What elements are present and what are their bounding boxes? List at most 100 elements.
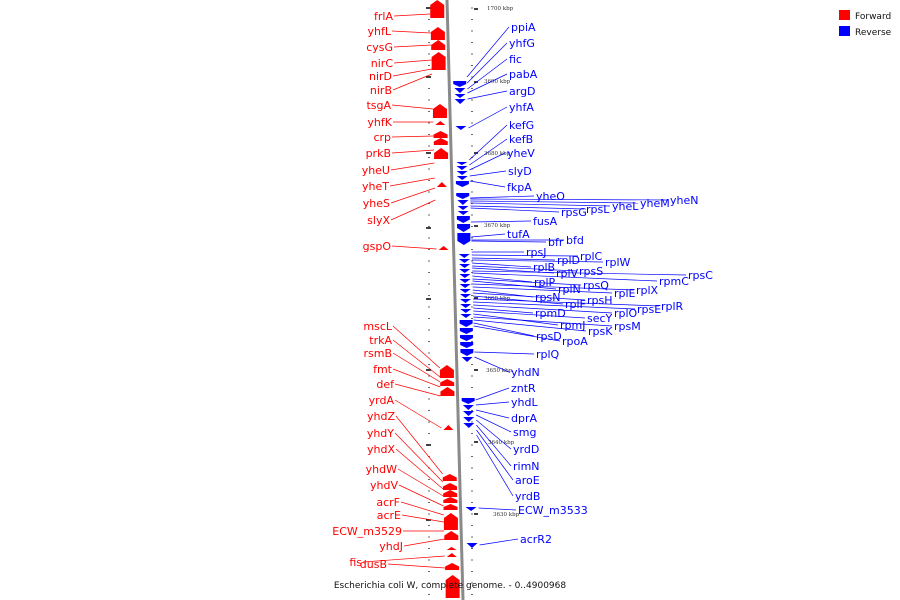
gene-label-rplc[interactable]: rplC [580, 250, 603, 263]
gene-label-prkb[interactable]: prkB [366, 147, 391, 160]
forward-gene-arrow[interactable] [442, 474, 457, 481]
gene-label-yhfa[interactable]: yhfA [509, 101, 534, 114]
gene-label-rple[interactable]: rplE [614, 287, 636, 300]
forward-gene-arrow[interactable] [438, 246, 449, 250]
forward-gene-arrow[interactable] [443, 490, 458, 497]
gene-label-rpmc[interactable]: rpmC [659, 275, 689, 288]
gene-label-rpsl[interactable]: rpsL [586, 203, 610, 216]
forward-gene-arrow[interactable] [431, 40, 446, 50]
gene-label-yhet[interactable]: yheT [362, 180, 389, 193]
gene-label-rpse[interactable]: rpsE [637, 303, 661, 316]
gene-label-yhfg[interactable]: yhfG [509, 37, 535, 50]
reverse-gene-arrow[interactable] [460, 342, 474, 348]
gene-label-rpsj[interactable]: rpsJ [526, 246, 546, 259]
forward-gene-arrow[interactable] [445, 575, 460, 598]
gene-label-yhdz[interactable]: yhdZ [367, 410, 395, 423]
reverse-gene-arrow[interactable] [461, 357, 473, 362]
gene-label-dusb[interactable]: dusB [360, 558, 387, 571]
gene-label-yhev[interactable]: yheV [507, 147, 535, 160]
gene-label-yhdw[interactable]: yhdW [366, 463, 397, 476]
reverse-gene-arrow[interactable] [460, 299, 472, 303]
reverse-gene-arrow[interactable] [460, 314, 472, 318]
reverse-gene-arrow[interactable] [458, 259, 470, 263]
reverse-gene-arrow[interactable] [459, 328, 473, 334]
gene-label-rpld[interactable]: rplD [557, 254, 580, 267]
gene-label-rplw[interactable]: rplW [605, 256, 631, 269]
gene-label-rplr[interactable]: rplR [661, 300, 684, 313]
gene-label-yhfk[interactable]: yhfK [367, 116, 392, 129]
reverse-gene-arrow[interactable] [458, 254, 470, 258]
gene-label-yrdd[interactable]: yrdD [513, 443, 539, 456]
gene-label-fusa[interactable]: fusA [533, 215, 558, 228]
reverse-gene-arrow[interactable] [455, 181, 469, 187]
gene-label-tsga[interactable]: tsgA [366, 99, 391, 112]
gene-label-crp[interactable]: crp [373, 131, 391, 144]
gene-label-rimn[interactable]: rimN [513, 460, 540, 473]
gene-label-yhdj[interactable]: yhdJ [379, 540, 403, 553]
gene-label-rpsm[interactable]: rpsM [614, 320, 641, 333]
reverse-gene-arrow[interactable] [453, 81, 467, 87]
gene-label-rplv[interactable]: rplV [556, 267, 579, 280]
forward-gene-arrow[interactable] [433, 138, 448, 145]
gene-label-yrdb[interactable]: yrdB [515, 490, 540, 503]
gene-label-rplp[interactable]: rplP [534, 276, 556, 289]
gene-label-aroe[interactable]: aroE [515, 474, 540, 487]
reverse-gene-arrow[interactable] [459, 284, 471, 288]
reverse-gene-arrow[interactable] [456, 193, 470, 199]
gene-label-fkpa[interactable]: fkpA [507, 181, 532, 194]
forward-gene-arrow[interactable] [445, 563, 460, 570]
gene-label-gspo[interactable]: gspO [363, 240, 392, 253]
gene-label-rpsh[interactable]: rpsH [587, 294, 613, 307]
gene-label-acre[interactable]: acrE [377, 509, 401, 522]
reverse-gene-arrow[interactable] [456, 176, 468, 180]
reverse-gene-arrow[interactable] [460, 335, 474, 341]
forward-gene-arrow[interactable] [440, 387, 455, 396]
gene-label-bfd[interactable]: bfd [566, 234, 584, 247]
reverse-gene-arrow[interactable] [456, 216, 470, 223]
reverse-gene-arrow[interactable] [454, 88, 466, 93]
gene-label-yrda[interactable]: yrdA [369, 394, 395, 407]
gene-label-rplx[interactable]: rplX [636, 284, 659, 297]
reverse-gene-arrow[interactable] [459, 289, 471, 293]
reverse-gene-arrow[interactable] [457, 224, 471, 232]
gene-label-smg[interactable]: smg [513, 426, 536, 439]
gene-label-yhdl[interactable]: yhdL [511, 396, 538, 409]
gene-label-acrr2[interactable]: acrR2 [520, 533, 552, 546]
gene-label-rplo[interactable]: rplO [614, 307, 638, 320]
forward-gene-arrow[interactable] [430, 27, 445, 40]
gene-label-yheo[interactable]: yheO [536, 190, 565, 203]
reverse-gene-arrow[interactable] [459, 320, 473, 327]
forward-gene-arrow[interactable] [435, 121, 446, 125]
forward-gene-arrow[interactable] [430, 0, 445, 18]
gene-label-ecw-m3529[interactable]: ECW_m3529 [332, 525, 402, 538]
reverse-gene-arrow[interactable] [460, 309, 472, 313]
gene-label-yheu[interactable]: yheU [362, 164, 390, 177]
forward-gene-arrow[interactable] [442, 483, 457, 490]
gene-label-ppia[interactable]: ppiA [511, 21, 536, 34]
forward-gene-arrow[interactable] [444, 531, 459, 540]
reverse-gene-arrow[interactable] [459, 269, 471, 273]
gene-label-def[interactable]: def [376, 378, 395, 391]
gene-label-trka[interactable]: trkA [369, 334, 392, 347]
gene-label-yhdv[interactable]: yhdV [370, 479, 398, 492]
reverse-gene-arrow[interactable] [454, 94, 466, 98]
gene-label-fic[interactable]: fic [509, 53, 522, 66]
reverse-gene-arrow[interactable] [457, 200, 469, 205]
forward-gene-arrow[interactable] [443, 497, 458, 503]
gene-label-dpra[interactable]: dprA [511, 412, 537, 425]
gene-label-rpsd[interactable]: rpsD [536, 330, 562, 343]
reverse-gene-arrow[interactable] [454, 99, 466, 104]
gene-label-tufa[interactable]: tufA [507, 228, 530, 241]
gene-label-frla[interactable]: frlA [374, 10, 393, 23]
reverse-gene-arrow[interactable] [460, 349, 474, 356]
gene-label-rpsg[interactable]: rpsG [561, 206, 587, 219]
forward-gene-arrow[interactable] [431, 52, 446, 70]
forward-gene-arrow[interactable] [433, 131, 448, 138]
gene-label-bfr[interactable]: bfr [548, 236, 564, 249]
gene-label-nirb[interactable]: nirB [370, 84, 392, 97]
gene-label-yhel[interactable]: yheL [612, 200, 639, 213]
reverse-gene-arrow[interactable] [457, 211, 469, 215]
gene-label-rpsc[interactable]: rpsC [688, 269, 713, 282]
forward-gene-arrow[interactable] [443, 513, 458, 530]
gene-label-slyx[interactable]: slyX [367, 214, 390, 227]
